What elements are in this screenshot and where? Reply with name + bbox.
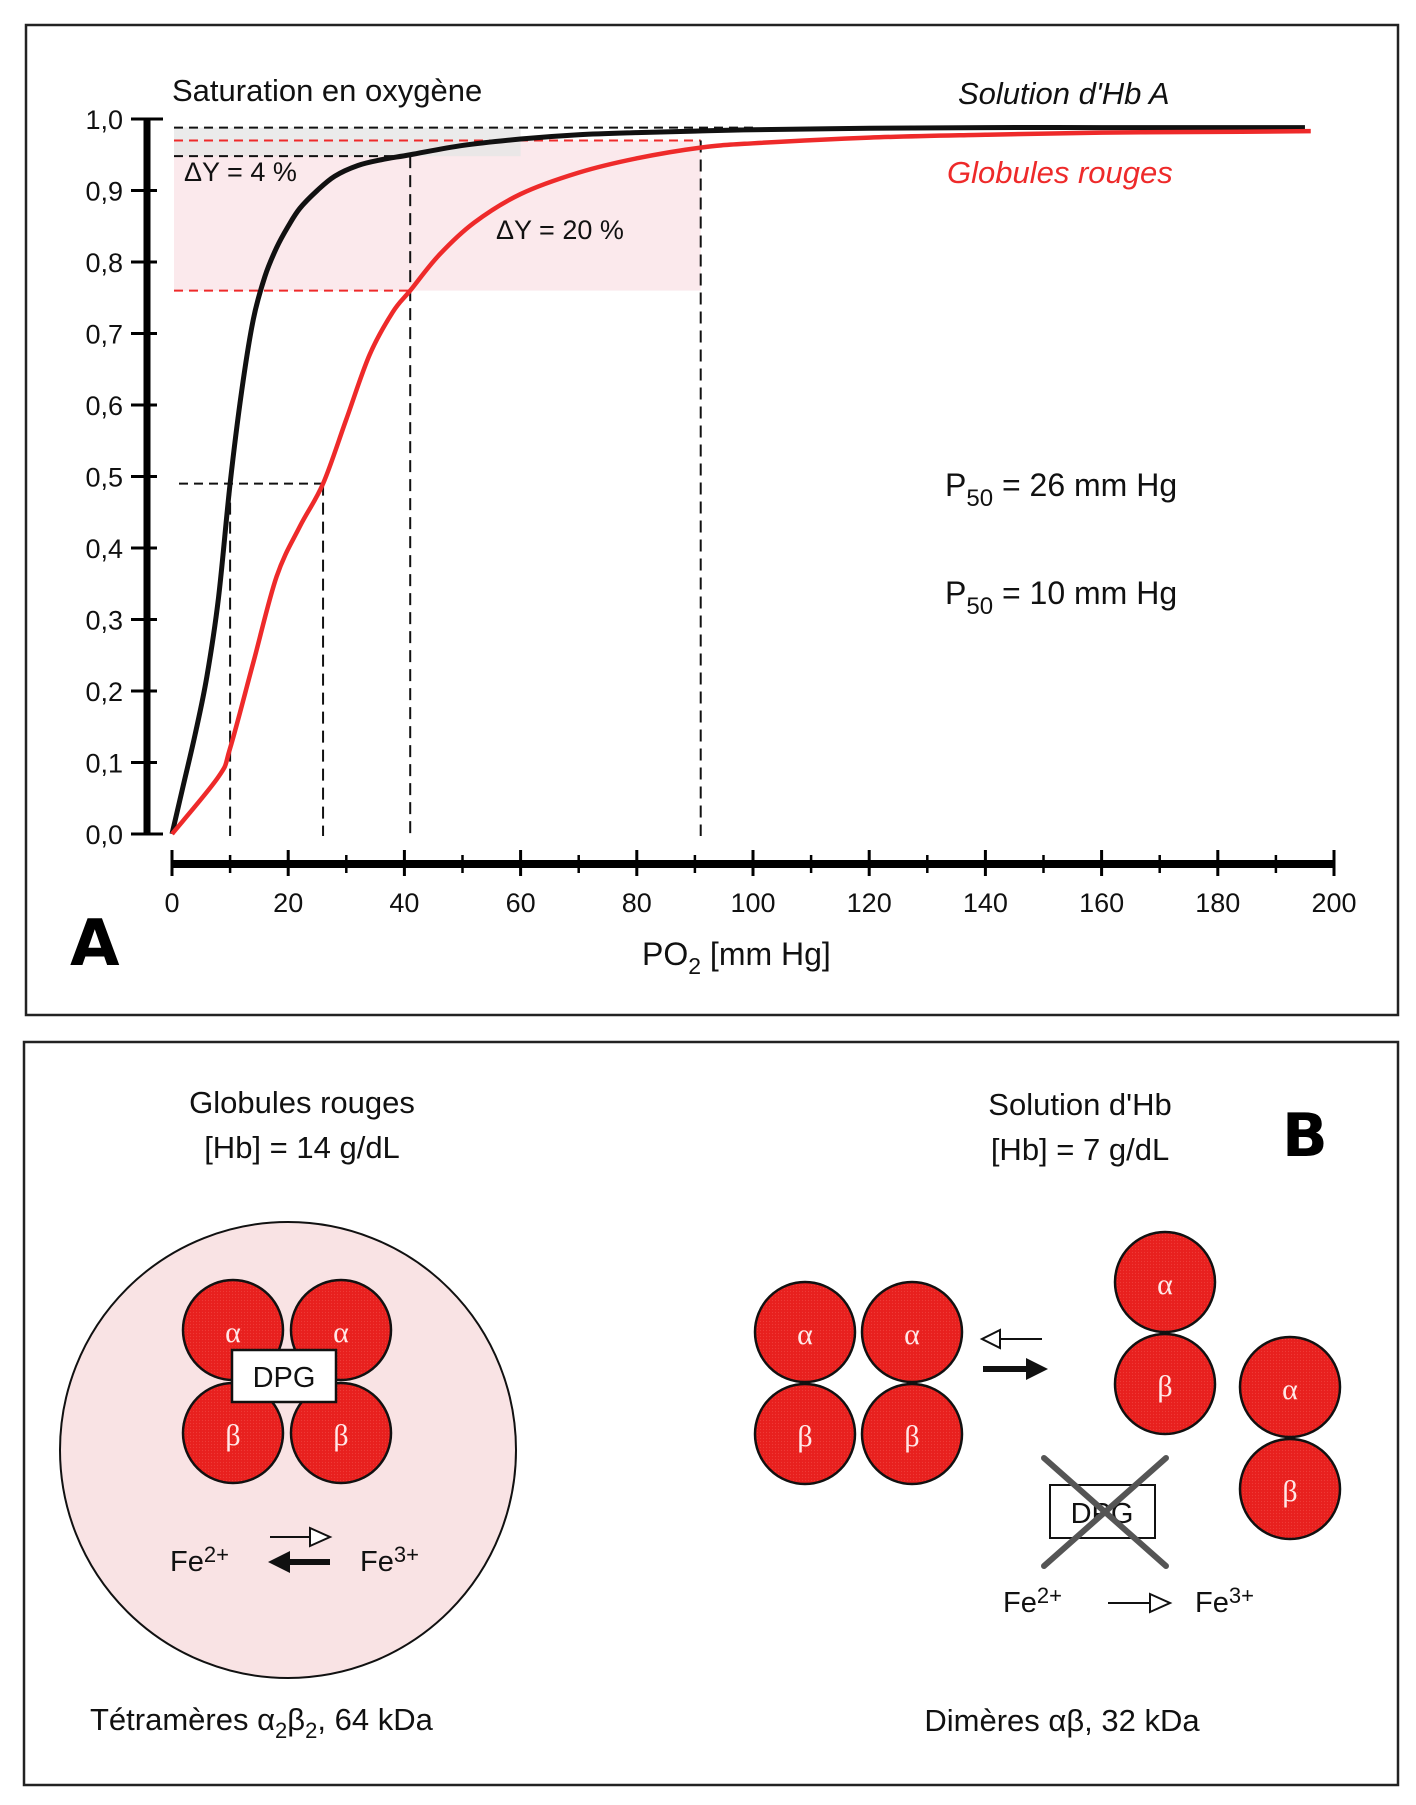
x-tick-label: 0: [164, 888, 179, 918]
x-tick-label: 140: [963, 888, 1008, 918]
fe2-label-right: Fe2+: [1003, 1583, 1062, 1619]
panel-a-letter: A: [70, 907, 120, 981]
x-tick-label: 180: [1195, 888, 1240, 918]
y-tick-label: 0,1: [85, 749, 123, 779]
subunit-label: α: [1157, 1268, 1173, 1301]
p50-rbc-label: P50 = 10 mm Hg: [945, 575, 1177, 620]
left-title: Globules rouges: [189, 1085, 415, 1120]
x-tick-label: 160: [1079, 888, 1124, 918]
y-tick-label: 0,9: [85, 177, 123, 207]
left-tetramer: α α β β DPG: [181, 1278, 393, 1485]
delta-small-band: [174, 127, 521, 157]
legend-hb-solution: Solution d'Hb A: [958, 76, 1170, 111]
subunit-label: β: [904, 1420, 919, 1453]
curve-hb-solution: [169, 125, 1305, 835]
x-tick-label: 120: [847, 888, 892, 918]
right-concentration: [Hb] = 7 g/dL: [991, 1132, 1169, 1167]
p50-hb-label: P50 = 26 mm Hg: [945, 467, 1177, 512]
right-caption: Dimères αβ, 32 kDa: [924, 1703, 1200, 1738]
delta-large-label: ΔY = 20 %: [496, 215, 624, 245]
subunit-label: α: [225, 1316, 241, 1349]
y-tick-label: 0,6: [85, 391, 123, 421]
right-title: Solution d'Hb: [988, 1087, 1171, 1122]
x-axis: 0 20 40 60 80 100 120 140 160 180 200: [164, 850, 1357, 918]
subunit-label: α: [333, 1316, 349, 1349]
subunit-label: β: [1157, 1370, 1172, 1403]
subunit-label: α: [797, 1318, 813, 1351]
subunit-beta: [289, 1381, 393, 1485]
dimer-2: α β: [1238, 1335, 1342, 1541]
y-tick-label: 0,5: [85, 463, 123, 493]
chart-title: Saturation en oxygène: [172, 73, 482, 108]
x-tick-label: 60: [506, 888, 536, 918]
y-tick-label: 0,2: [85, 677, 123, 707]
filled-arrow-right-icon: [983, 1358, 1048, 1380]
subunit-label: α: [904, 1318, 920, 1351]
open-arrow-right-icon: [1108, 1592, 1173, 1614]
subunit-alpha: [1113, 1230, 1217, 1334]
left-concentration: [Hb] = 14 g/dL: [204, 1130, 400, 1165]
cross-icon: [1041, 1455, 1169, 1569]
subunit-beta: [1238, 1437, 1342, 1541]
subunit-beta: [860, 1382, 964, 1486]
fe3-label-right: Fe3+: [1195, 1583, 1254, 1619]
curve-red-cells: [170, 128, 1311, 836]
subunit-alpha: [860, 1280, 964, 1384]
open-arrow-left-icon: [979, 1328, 1042, 1350]
subunit-alpha: [1238, 1335, 1342, 1439]
reference-lines: [174, 126, 753, 836]
dimer-1: α β: [1113, 1230, 1217, 1436]
x-tick-label: 20: [273, 888, 303, 918]
panel-b-letter: B: [1282, 1101, 1328, 1171]
subunit-label: β: [333, 1419, 348, 1452]
filled-arrow-left-icon: [268, 1551, 330, 1573]
y-tick-label: 0,8: [85, 248, 123, 278]
fe2-label-left: Fe2+: [170, 1542, 229, 1578]
dpg-absent: DPG: [1041, 1455, 1169, 1569]
x-tick-label: 200: [1311, 888, 1356, 918]
fe3-label-left: Fe3+: [360, 1542, 419, 1578]
y-axis: 0,0 0,1 0,2 0,3 0,4 0,5 0,6 0,7 0,8 0,9 1,0: [85, 105, 163, 850]
subunit-label: β: [1282, 1475, 1297, 1508]
open-arrow-right-icon: [270, 1526, 333, 1548]
y-tick-label: 0,0: [85, 820, 123, 850]
subunit-beta: [1113, 1332, 1217, 1436]
x-tick-label: 80: [622, 888, 652, 918]
subunit-label: β: [797, 1420, 812, 1453]
subunit-beta: [753, 1382, 857, 1486]
x-tick-label: 100: [730, 888, 775, 918]
left-caption: Tétramères α2β2, 64 kDa: [90, 1702, 434, 1743]
dpg-label: DPG: [253, 1362, 316, 1394]
x-tick-label: 40: [389, 888, 419, 918]
y-tick-label: 0,4: [85, 534, 123, 564]
y-tick-label: 0,7: [85, 320, 123, 350]
delta-small-label: ΔY = 4 %: [184, 157, 297, 187]
subunit-alpha: [753, 1280, 857, 1384]
y-tick-label: 1,0: [85, 105, 123, 135]
subunit-label: β: [225, 1419, 240, 1452]
y-tick-label: 0,3: [85, 606, 123, 636]
right-tetramer: α α β β: [753, 1280, 964, 1486]
x-axis-label: PO2 [mm Hg]: [642, 936, 831, 979]
subunit-label: α: [1282, 1373, 1298, 1406]
legend-red-cells: Globules rouges: [947, 155, 1173, 190]
red-blood-cell: [59, 1221, 517, 1679]
dpg-box: [230, 1348, 338, 1404]
curves: [169, 125, 1311, 836]
